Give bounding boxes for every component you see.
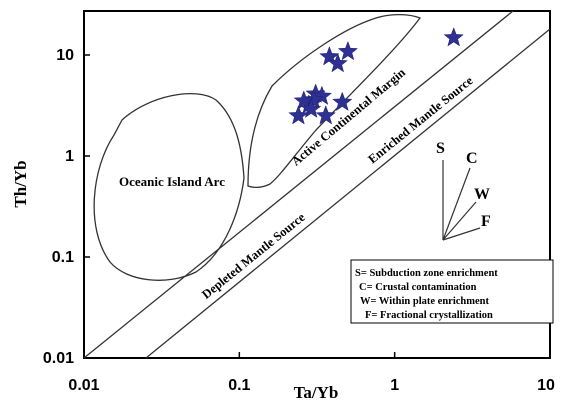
legend-box xyxy=(350,259,554,324)
legend: S= Subduction zone enrichment C= Crustal… xyxy=(350,259,554,324)
vector-label-s: S xyxy=(436,140,445,157)
vector-c xyxy=(442,167,471,241)
data-point-star xyxy=(327,52,348,73)
x-tick-label: 0.01 xyxy=(68,377,99,394)
y-axis-title: Th/Yb xyxy=(11,160,30,207)
data-point-star xyxy=(300,98,322,118)
vector-label-f: F xyxy=(481,213,491,230)
oceanic-island-arc-field xyxy=(93,93,245,281)
legend-entry-s: S= Subduction zone enrichment xyxy=(355,268,498,279)
data-point-star xyxy=(293,90,314,110)
data-point-star xyxy=(337,40,359,61)
data-point-star xyxy=(288,105,309,125)
vector-diagram: S C W F xyxy=(436,140,491,241)
y-tick-label: 10 xyxy=(56,47,74,64)
data-point-star xyxy=(315,105,336,125)
data-points xyxy=(288,27,464,125)
vector-label-c: C xyxy=(466,150,478,167)
mantle-array-lower-line xyxy=(145,28,551,359)
vector-label-w: W xyxy=(474,186,490,203)
x-tick-label: 1 xyxy=(390,377,399,394)
plot-frame xyxy=(83,10,551,359)
data-point-star xyxy=(443,27,464,47)
y-tick-label: 1 xyxy=(65,148,74,165)
x-axis-ticks: 0.01 0.1 1 10 xyxy=(68,352,555,394)
field-label-depleted-mantle-source: Depleted Mantle Source xyxy=(199,210,308,302)
vector-f xyxy=(442,227,481,241)
field-label-oceanic-island-arc: Oceanic Island Arc xyxy=(119,174,225,189)
x-tick-label: 0.1 xyxy=(228,377,250,394)
vector-w xyxy=(442,201,477,241)
mantle-array-upper-line xyxy=(83,10,514,359)
active-continental-margin-field xyxy=(247,13,422,188)
x-axis-title: Ta/Yb xyxy=(294,383,339,402)
legend-entry-f: F= Fractional crystallization xyxy=(365,310,493,321)
legend-entry-c: C= Crustal contamination xyxy=(359,282,477,293)
data-point-star xyxy=(303,89,324,109)
x-tick-label: 10 xyxy=(537,377,555,394)
y-axis-ticks: 0.01 0.1 1 10 xyxy=(43,47,90,367)
legend-entry-w: W= Within plate enrichment xyxy=(360,296,489,307)
y-tick-label: 0.1 xyxy=(52,249,74,266)
y-tick-label: 0.01 xyxy=(43,350,74,367)
data-point-star xyxy=(332,91,353,111)
